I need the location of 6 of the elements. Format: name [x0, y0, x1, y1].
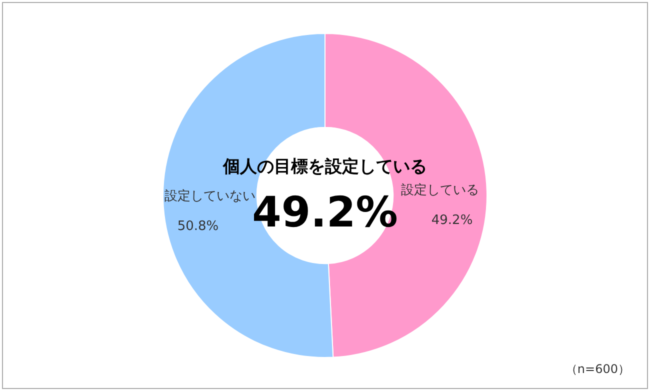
- text: （n=600）: [565, 362, 630, 376]
- text: 個人の目標を設定している: [222, 156, 427, 177]
- data-label: 50.8%: [177, 218, 219, 234]
- data-label: 49.2%: [431, 212, 473, 228]
- slice-label: 設定している: [401, 182, 480, 198]
- slice-label: 設定していない: [164, 188, 256, 204]
